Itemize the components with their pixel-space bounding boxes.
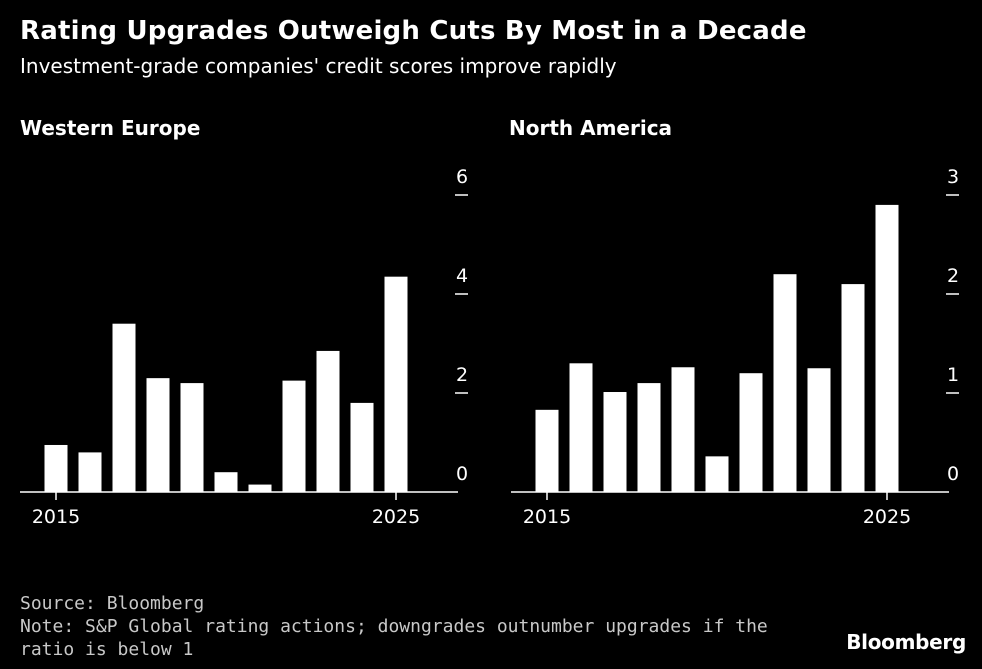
x-tick-label: 2025 xyxy=(863,506,911,528)
y-tick-label: 0 xyxy=(456,463,468,485)
bloomberg-logo: Bloomberg xyxy=(846,630,966,654)
bar-2016 xyxy=(569,363,593,492)
bar-2018 xyxy=(146,378,170,492)
bar-2019 xyxy=(180,383,204,492)
bar-2023 xyxy=(316,350,340,492)
y-tick-label: 4 xyxy=(456,265,468,287)
bar-2017 xyxy=(603,392,627,492)
chart-note-line-2: ratio is below 1 xyxy=(20,639,194,660)
bar-2019 xyxy=(671,367,695,492)
x-tick-label: 2025 xyxy=(372,506,420,528)
bar-2015 xyxy=(535,409,559,492)
chart-western-europe: 0 2 4 6 2015 2025 xyxy=(20,166,468,528)
chart-note-line-1: Note: S&P Global rating actions; downgra… xyxy=(20,616,768,637)
bar-2024 xyxy=(350,402,374,492)
bar-2020 xyxy=(214,472,238,492)
chart-title: Rating Upgrades Outweigh Cuts By Most in… xyxy=(20,16,807,46)
source-note: Source: Bloomberg xyxy=(20,593,205,614)
y-tick-label: 0 xyxy=(947,463,959,485)
y-tick-label: 3 xyxy=(947,166,959,188)
y-tick-label: 1 xyxy=(947,364,959,386)
bar-2025 xyxy=(384,276,408,492)
bar-2015 xyxy=(44,444,68,492)
bar-2016 xyxy=(78,452,102,492)
bar-2020 xyxy=(705,456,729,492)
footer: Source: Bloomberg Note: S&P Global ratin… xyxy=(20,592,768,661)
bar-2022 xyxy=(282,380,306,492)
bar-2021 xyxy=(248,484,272,492)
y-tick-label: 2 xyxy=(456,364,468,386)
y-tick-label: 6 xyxy=(456,166,468,188)
bar-2024 xyxy=(841,284,865,492)
x-tick-label: 2015 xyxy=(32,506,80,528)
bar-2023 xyxy=(807,368,831,492)
panel-title-north-america: North America xyxy=(509,116,673,140)
bar-2022 xyxy=(773,274,797,492)
x-tick-label: 2015 xyxy=(523,506,571,528)
bar-2017 xyxy=(112,323,136,492)
chart-subtitle: Investment-grade companies' credit score… xyxy=(20,54,617,78)
y-tick-label: 2 xyxy=(947,265,959,287)
bar-2018 xyxy=(637,383,661,492)
bar-2025 xyxy=(875,204,899,492)
bar-2021 xyxy=(739,373,763,492)
chart-north-america: 0 1 2 3 2015 2025 xyxy=(511,166,959,528)
panel-title-western-europe: Western Europe xyxy=(20,116,201,140)
